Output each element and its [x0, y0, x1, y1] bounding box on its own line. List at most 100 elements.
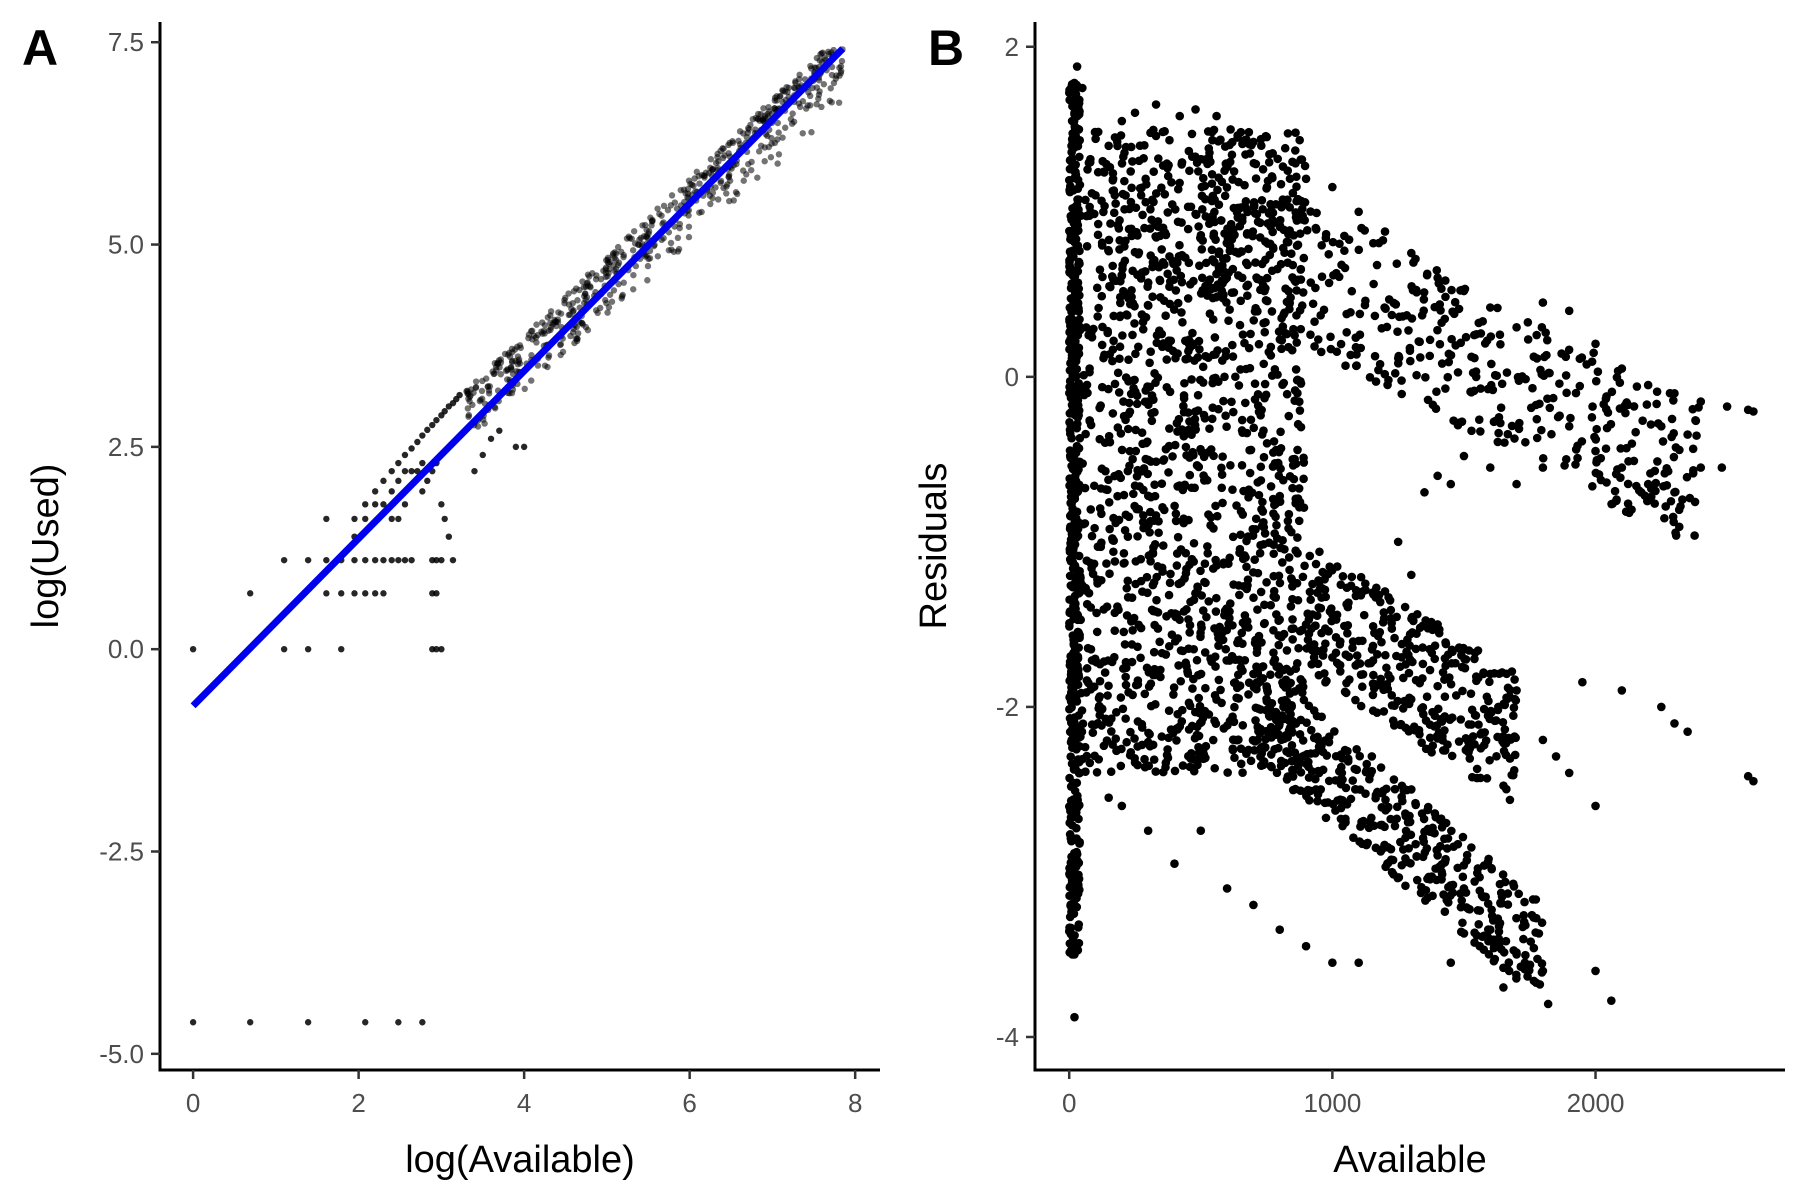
panel-b-point: [1450, 297, 1460, 307]
panel-b-point: [1090, 751, 1099, 761]
panel-b-point: [1270, 529, 1279, 538]
panel-b-point: [1538, 735, 1548, 745]
panel-a-point: [799, 98, 807, 105]
panel-b-point: [1228, 264, 1238, 274]
panel-a-point: [371, 488, 379, 495]
panel-b-point: [1163, 745, 1172, 754]
panel-b-point: [1146, 251, 1155, 260]
panel-b-point: [1502, 669, 1511, 679]
panel-b-point: [1287, 345, 1297, 355]
panel-b-point: [1164, 733, 1173, 743]
panel-b-point: [1376, 763, 1386, 772]
panel-b-point: [1418, 674, 1427, 683]
panel-b-point: [1669, 517, 1679, 527]
panel-b-point: [1482, 774, 1492, 783]
panel-b-point: [1262, 439, 1272, 448]
panel-b-point: [1172, 549, 1182, 558]
panel-b-point: [1173, 532, 1183, 542]
panel-b-point: [1258, 204, 1268, 214]
panel-b-point: [1295, 229, 1305, 238]
panel-b-point: [1352, 651, 1362, 660]
panel-b-point: [1437, 822, 1447, 832]
panel-b-letter: B: [928, 20, 964, 76]
panel-b-point: [1251, 716, 1260, 725]
panel-b-point: [1222, 183, 1232, 192]
panel-b-point: [1106, 219, 1115, 228]
panel-b-point: [1454, 304, 1464, 314]
panel-b-point: [1070, 950, 1079, 959]
panel-b-point: [1140, 689, 1150, 699]
panel-b-point: [1185, 628, 1194, 637]
panel-a-point: [532, 334, 540, 341]
panel-b-point: [1301, 620, 1311, 629]
panel-a-point: [647, 214, 654, 221]
panel-a-point: [838, 57, 846, 65]
panel-b-point: [1146, 204, 1155, 214]
panel-b-point: [1157, 245, 1166, 254]
panel-a-point: [685, 223, 693, 230]
panel-a-point: [362, 1019, 369, 1026]
panel-b-point: [1069, 386, 1078, 396]
panel-a-point: [660, 202, 668, 210]
panel-b-point: [1171, 286, 1181, 295]
panel-a-point: [380, 590, 387, 597]
panel-b-point: [1331, 806, 1340, 815]
panel-b-point: [1591, 966, 1600, 976]
panel-b-point: [1149, 167, 1159, 177]
panel-b-point: [1592, 424, 1601, 434]
panel-b-point: [1409, 722, 1419, 732]
panel-a-point: [511, 346, 519, 353]
panel-b-point: [1291, 128, 1300, 138]
panel-b-point: [1340, 263, 1350, 273]
panel-a-point: [470, 389, 477, 396]
panel-b-point: [1193, 353, 1203, 362]
panel-b-point: [1335, 640, 1345, 649]
panel-a-point: [709, 166, 716, 173]
panel-b-point: [1398, 704, 1408, 713]
panel-b-point: [1466, 689, 1476, 698]
panel-a-point: [575, 330, 582, 337]
panel-b-point: [1165, 135, 1174, 145]
panel-b-point: [1298, 288, 1308, 297]
panel-b-point: [1164, 441, 1174, 451]
panel-b-point: [1149, 578, 1159, 587]
panel-b-point: [1262, 694, 1271, 704]
panel-b-point: [1509, 711, 1518, 721]
panel-b-point: [1398, 845, 1408, 854]
panel-a-point: [533, 321, 540, 328]
panel-b-point: [1305, 587, 1315, 597]
panel-b-point: [1295, 397, 1304, 406]
panel-b-point: [1317, 712, 1327, 722]
panel-b-point: [1432, 875, 1441, 885]
panel-b-point: [1244, 485, 1254, 495]
panel-b-point: [1593, 367, 1603, 377]
panel-a-point: [552, 318, 559, 325]
panel-b-point: [1509, 703, 1519, 712]
panel-b-point: [1264, 538, 1274, 548]
panel-b-point: [1325, 607, 1335, 616]
panel-b-point: [1246, 329, 1255, 339]
panel-b-point: [1291, 365, 1301, 374]
panel-b-point: [1184, 615, 1193, 624]
panel-a-point: [424, 426, 431, 434]
panel-b-point: [1225, 305, 1234, 314]
panel-b-point: [1266, 600, 1276, 610]
panel-b-point: [1413, 609, 1422, 619]
panel-b-point: [1214, 675, 1224, 685]
panel-b-point: [1658, 437, 1668, 446]
panel-b-point: [1465, 754, 1475, 763]
panel-b-point: [1538, 453, 1548, 463]
panel-b-point: [1103, 485, 1112, 495]
panel-b-point: [1092, 283, 1102, 293]
panel-b-point: [1280, 143, 1290, 153]
panel-b-point: [1284, 509, 1294, 519]
panel-a-point: [818, 103, 825, 111]
panel-b-point: [1487, 863, 1496, 873]
panel-b-point: [1262, 273, 1272, 283]
panel-b-point: [1237, 628, 1247, 638]
panel-b-point: [1472, 329, 1481, 339]
panel-b-point: [1422, 692, 1432, 702]
panel-b-point: [1165, 252, 1174, 261]
panel-b-point: [1090, 654, 1100, 664]
